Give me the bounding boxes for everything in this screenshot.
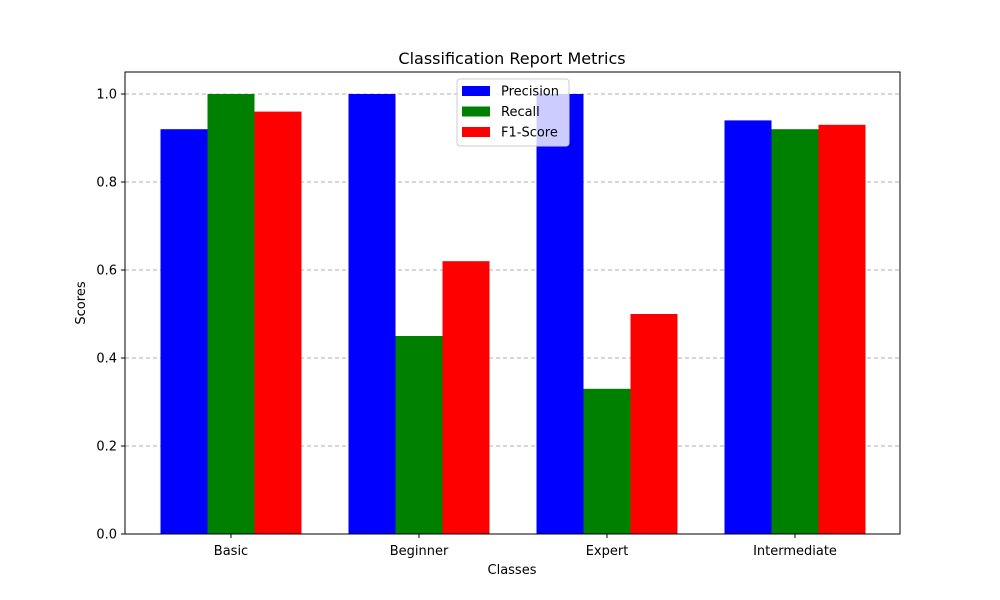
x-tick-label: Beginner (390, 544, 449, 559)
bar-recall-basic (207, 94, 255, 534)
legend-swatch-precision (462, 86, 490, 96)
y-axis-label: Scores (74, 281, 89, 324)
bar-recall-expert (583, 388, 631, 534)
bars (160, 94, 866, 535)
y-tick-label: 0.4 (96, 352, 117, 367)
x-tick-label: Expert (586, 544, 629, 559)
legend: Precision Recall F1-Score (456, 78, 570, 147)
bar-f1-score-beginner (442, 261, 490, 534)
bar-f1-score-expert (630, 314, 678, 534)
legend-swatch-f1-score (462, 127, 490, 137)
chart-title: Classification Report Metrics (398, 49, 625, 68)
legend-label: Precision (501, 85, 559, 100)
y-tick-label: 1.0 (96, 88, 117, 103)
x-axis-label: Classes (488, 563, 537, 578)
bar-recall-intermediate (771, 129, 819, 534)
bar-f1-score-basic (254, 111, 302, 534)
x-tick-label: Basic (214, 544, 248, 559)
bar-precision-beginner (348, 94, 396, 534)
y-tick-label: 0.6 (96, 264, 117, 279)
y-axis-ticks: 0.0 0.2 0.4 0.6 0.8 1.0 (96, 88, 125, 543)
x-axis-ticks: Basic Beginner Expert Intermediate (214, 534, 837, 559)
bar-f1-score-intermediate (818, 124, 866, 535)
y-tick-label: 0.0 (96, 528, 117, 543)
x-tick-label: Intermediate (753, 544, 837, 559)
bar-precision-basic (160, 129, 208, 534)
plot-frame (124, 71, 901, 535)
bar-recall-beginner (395, 336, 443, 534)
legend-label: Recall (501, 105, 540, 120)
y-tick-label: 0.8 (96, 176, 117, 191)
legend-label: F1-Score (501, 126, 558, 141)
legend-swatch-recall (462, 106, 490, 117)
bar-precision-expert (536, 94, 584, 534)
bar-precision-intermediate (724, 120, 772, 535)
y-tick-label: 0.2 (96, 440, 117, 455)
